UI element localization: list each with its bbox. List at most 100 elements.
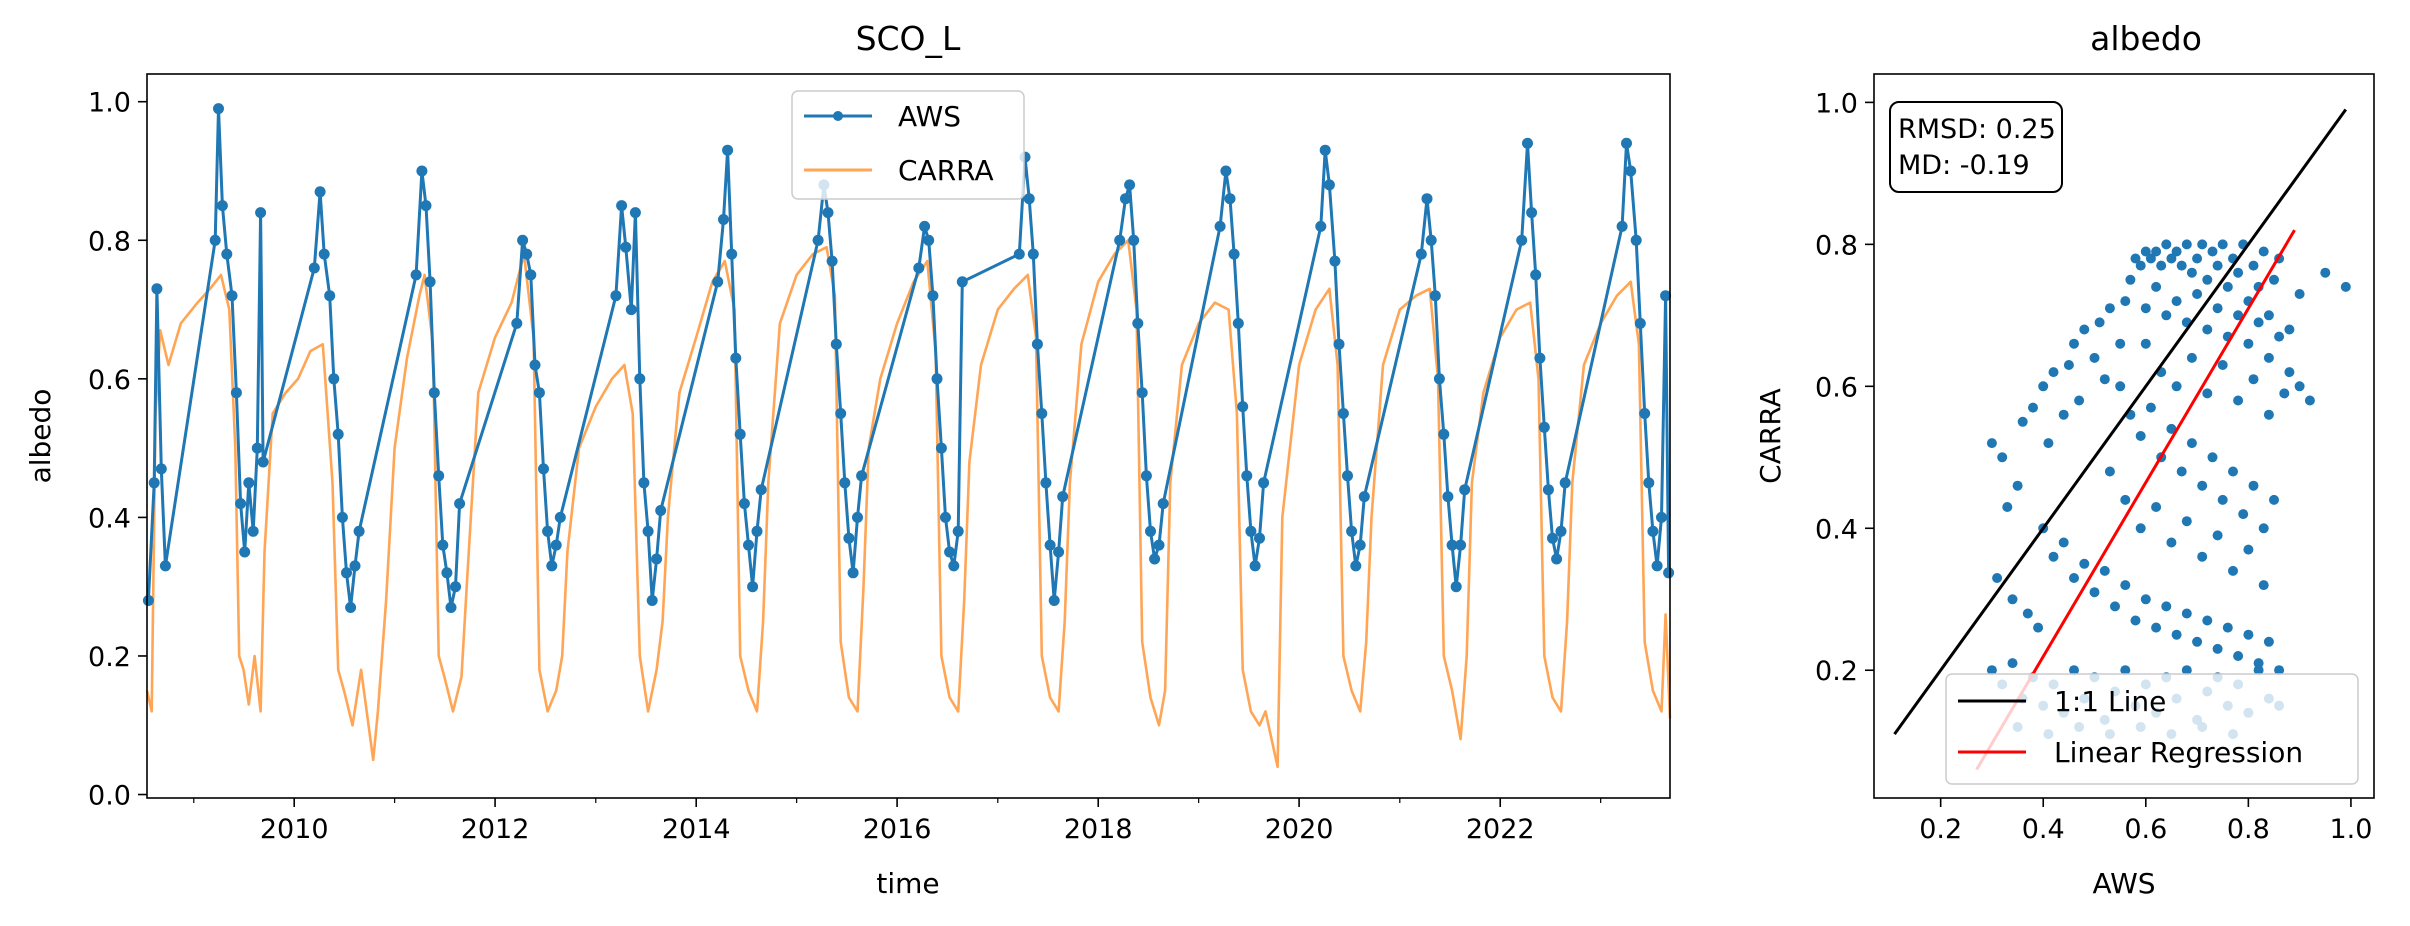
aws-point: [1031, 338, 1043, 350]
timeseries-y-tick-label: 0.2: [88, 642, 131, 673]
timeseries-title: SCO_L: [856, 19, 961, 58]
aws-point: [1027, 248, 1039, 260]
scatter-point: [2002, 502, 2013, 512]
aws-point: [420, 200, 432, 212]
scatter-point: [2171, 381, 2182, 392]
scatter-point: [2186, 267, 2197, 278]
aws-point: [634, 373, 646, 385]
scatter-point: [2089, 587, 2100, 598]
scatter-point: [2069, 573, 2079, 583]
aws-point: [1232, 317, 1244, 329]
scatter-point: [2294, 381, 2305, 392]
aws-point: [712, 276, 724, 288]
aws-point: [239, 546, 251, 558]
aws-point: [511, 317, 523, 329]
aws-point: [1157, 498, 1169, 510]
scatter-point: [2115, 338, 2126, 349]
aws-point: [209, 234, 221, 246]
aws-point: [1323, 179, 1335, 191]
timeseries-y-tick-label: 0.6: [88, 365, 131, 396]
aws-point: [830, 338, 842, 350]
timeseries-y-tick-label: 1.0: [88, 88, 131, 119]
scatter-point: [2171, 296, 2182, 307]
scatter-x-tick-label: 0.2: [1919, 814, 1962, 845]
aws-point: [826, 255, 838, 267]
aws-point: [1547, 532, 1558, 544]
scatter-point: [2104, 303, 2115, 314]
aws-point: [1643, 477, 1655, 489]
scatter-point: [2207, 452, 2218, 463]
aws-point: [1057, 491, 1069, 503]
aws-point: [1145, 525, 1156, 537]
scatter-point: [2222, 622, 2233, 633]
aws-point: [1551, 553, 1563, 565]
scatter-panel: albedo 0.2 0.4 0.6 0.8 1.0 0.2 0.4 0.6 0.8 1.0 A…: [1754, 19, 2375, 900]
timeseries-x-tick-label: 2016: [863, 814, 932, 845]
scatter-point: [2212, 530, 2223, 541]
aws-point: [410, 269, 422, 281]
aws-point: [839, 477, 851, 489]
scatter-point: [2202, 615, 2213, 626]
aws-point: [722, 144, 734, 156]
scatter-point: [2007, 658, 2018, 669]
aws-point: [151, 283, 163, 295]
aws-point: [216, 200, 228, 212]
aws-point: [747, 581, 759, 593]
aws-point: [1429, 290, 1441, 302]
scatter-x-tick-label: 1.0: [2329, 814, 2372, 845]
aws-point: [1555, 525, 1567, 537]
aws-point: [1333, 338, 1345, 350]
aws-point: [1350, 560, 1362, 572]
aws-point: [1651, 560, 1663, 572]
scatter-point: [2135, 431, 2146, 441]
aws-point: [353, 525, 365, 537]
aws-point: [332, 428, 344, 440]
aws-point: [1455, 539, 1467, 551]
scatter-legend-box: [1945, 673, 2359, 785]
aws-point: [1346, 525, 1358, 537]
timeseries-x-tick-label: 2022: [1466, 814, 1535, 845]
aws-point: [1224, 193, 1236, 205]
aws-point: [255, 207, 267, 219]
aws-point: [1634, 317, 1646, 329]
scatter-point: [2248, 260, 2259, 271]
scatter-point: [2197, 239, 2208, 250]
scatter-point: [2217, 360, 2228, 370]
scatter-point: [2151, 622, 2162, 633]
aws-point: [1132, 317, 1144, 329]
aws-point: [1228, 248, 1240, 260]
scatter-point: [2120, 494, 2131, 505]
aws-point: [734, 428, 746, 440]
scatter-point: [2263, 636, 2274, 647]
scatter-point: [2304, 395, 2315, 406]
scatter-point: [2192, 253, 2203, 264]
aws-point: [554, 511, 566, 523]
aws-point: [318, 248, 330, 260]
scatter-point: [2181, 665, 2192, 676]
scatter-point: [2048, 551, 2059, 562]
aws-point: [328, 373, 340, 385]
scatter-point: [2202, 274, 2213, 285]
aws-point: [638, 477, 650, 489]
aws-point: [1625, 165, 1637, 177]
scatter-point: [2248, 480, 2259, 491]
scatter-point: [2197, 551, 2208, 562]
aws-point: [852, 511, 863, 523]
aws-point: [1149, 553, 1161, 565]
scatter-point: [2171, 246, 2182, 257]
scatter-point: [2243, 544, 2254, 555]
aws-point: [1450, 581, 1462, 593]
aws-point: [751, 525, 763, 537]
aws-point: [948, 560, 960, 572]
scatter-point: [2161, 601, 2172, 612]
aws-point: [1337, 408, 1349, 419]
scatter-point: [2253, 317, 2264, 328]
aws-point: [1446, 539, 1458, 551]
scatter-point: [2181, 608, 2192, 619]
scatter-y-tick-label: 0.2: [1815, 656, 1858, 687]
timeseries-y-tick-label: 0.0: [88, 781, 131, 812]
aws-point: [1329, 255, 1341, 267]
scatter-x-tick-label: 0.8: [2227, 814, 2270, 845]
aws-point: [913, 262, 925, 274]
